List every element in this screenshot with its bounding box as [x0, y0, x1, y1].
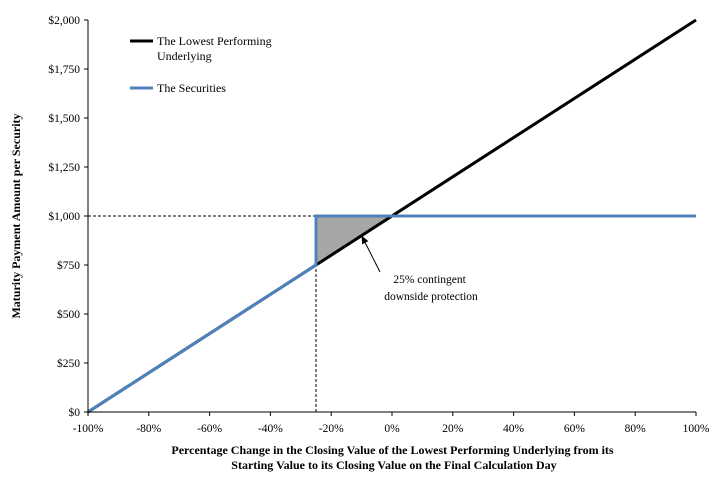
y-tick-label: $2,000	[48, 14, 80, 27]
y-tick-label: $1,250	[48, 161, 80, 174]
legend-label: The Lowest Performing Underlying	[157, 34, 272, 63]
annotation-line-2: downside protection	[384, 291, 478, 303]
x-axis-title-line-1: Percentage Change in the Closing Value o…	[171, 443, 614, 457]
y-tick-label: $1,000	[48, 210, 80, 223]
y-tick-label: $1,500	[48, 112, 80, 125]
x-axis-ticks: -100% -80% -60% -40% -20% 0% 20% 40% 60% 80% 100%	[73, 412, 710, 435]
x-axis-title-line-2: Starting Value to its Closing Value on t…	[231, 458, 556, 472]
x-tick-label: 20%	[442, 423, 464, 435]
x-tick-label: -100%	[73, 423, 104, 435]
axes	[87, 20, 696, 413]
y-tick-label: $0	[69, 406, 81, 419]
legend-label: The Securities	[157, 81, 226, 95]
x-tick-label: -80%	[136, 423, 161, 435]
x-tick-label: 40%	[503, 423, 525, 435]
legend: The Lowest Performing Underlying The Secur…	[130, 34, 272, 95]
x-tick-label: -40%	[258, 423, 283, 435]
annotation-line-1: 25% contingent	[393, 274, 466, 286]
x-tick-label: 100%	[683, 423, 710, 435]
x-tick-label: -20%	[319, 423, 344, 435]
x-tick-label: 60%	[564, 423, 586, 435]
x-tick-label: 80%	[625, 423, 647, 435]
annotation-text: 25% contingent downside protection	[384, 274, 478, 303]
y-axis-ticks: $0 $250 $500 $750 $1,000 $1,250 $1,500 $1,750 $2…	[48, 14, 88, 419]
y-axis-title: Maturity Payment Amount per Security	[9, 113, 23, 318]
x-tick-label: 0%	[384, 423, 400, 435]
series-line-securities	[87, 214, 696, 414]
y-tick-label: $1,750	[48, 63, 80, 76]
x-axis-title: Percentage Change in the Closing Value o…	[171, 443, 616, 472]
legend-label-line: The Securities	[157, 81, 226, 95]
annotation-arrowhead	[361, 235, 369, 245]
legend-label-line: The Lowest Performing	[157, 34, 272, 48]
legend-label-line: Underlying	[157, 49, 212, 63]
y-tick-label: $500	[57, 308, 80, 321]
y-tick-label: $250	[57, 357, 80, 370]
annotation: 25% contingent downside protection	[361, 235, 478, 303]
plot-area	[87, 18, 697, 414]
x-tick-label: -60%	[197, 423, 222, 435]
y-tick-label: $750	[57, 259, 80, 272]
